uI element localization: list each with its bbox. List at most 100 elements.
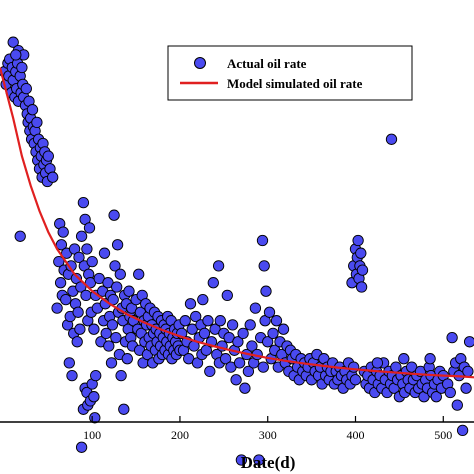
data-point — [204, 365, 216, 378]
data-point — [352, 234, 364, 247]
legend-scatter-marker — [194, 57, 206, 69]
data-point — [26, 104, 39, 116]
legend-box — [167, 45, 413, 101]
data-point — [242, 365, 255, 378]
data-point — [75, 441, 88, 453]
data-point — [184, 298, 197, 310]
data-point — [118, 403, 130, 415]
data-point — [462, 365, 474, 378]
x-tick-label: 200 — [171, 428, 189, 442]
data-point — [207, 277, 219, 289]
data-point — [109, 260, 121, 272]
data-point — [111, 239, 124, 251]
data-point — [133, 268, 145, 280]
data-point — [258, 260, 270, 272]
data-point — [198, 327, 211, 340]
x-tick-label: 400 — [347, 428, 365, 442]
data-point — [110, 331, 122, 344]
data-point — [75, 281, 87, 293]
data-point — [98, 247, 111, 259]
x-axis: 100 200 300 400 500 — [0, 416, 474, 442]
data-point — [260, 285, 272, 297]
data-point — [20, 82, 32, 95]
data-point — [80, 289, 92, 302]
data-point — [63, 357, 75, 369]
data-point — [75, 230, 88, 242]
data-point — [55, 239, 68, 251]
data-point — [88, 323, 100, 335]
data-point — [257, 361, 269, 373]
legend: Actual oil rate Model simulated oil rate — [167, 45, 413, 101]
data-point — [197, 293, 209, 306]
plot-area — [0, 36, 474, 466]
data-point — [249, 302, 262, 314]
data-point — [446, 331, 458, 344]
data-point — [212, 260, 225, 272]
x-axis-title: Date(d) — [241, 453, 296, 472]
data-point — [77, 196, 90, 209]
data-point — [232, 336, 244, 348]
data-point — [190, 310, 202, 323]
data-point — [54, 277, 67, 289]
data-point — [105, 357, 118, 369]
data-point — [270, 315, 283, 327]
data-point — [451, 399, 463, 411]
legend-label-model: Model simulated oil rate — [227, 76, 363, 91]
data-point — [108, 209, 120, 221]
data-point — [114, 268, 126, 280]
data-point — [202, 315, 214, 327]
data-point — [460, 382, 472, 394]
data-point — [267, 327, 279, 340]
data-point — [230, 374, 242, 386]
model-line — [0, 67, 474, 379]
data-point — [100, 327, 112, 340]
data-point — [7, 36, 19, 48]
data-point — [263, 306, 276, 318]
data-point — [348, 361, 360, 373]
data-point — [355, 281, 368, 293]
data-point — [57, 226, 69, 238]
data-point — [66, 369, 78, 382]
data-point — [47, 171, 59, 183]
data-point — [444, 386, 456, 399]
data-point — [90, 369, 102, 382]
data-point — [371, 357, 384, 369]
data-point — [74, 323, 86, 335]
data-point — [115, 369, 127, 382]
data-point — [72, 306, 84, 318]
data-point — [244, 319, 256, 331]
data-point — [256, 234, 269, 247]
data-point — [103, 340, 115, 352]
data-point — [51, 302, 63, 314]
data-point — [246, 340, 258, 352]
data-point — [219, 353, 232, 365]
x-tick-label: 300 — [259, 428, 277, 442]
data-point — [81, 243, 93, 255]
data-point — [86, 255, 98, 268]
data-point — [10, 49, 22, 61]
data-point — [123, 285, 135, 297]
data-point — [385, 133, 398, 145]
data-point — [214, 315, 226, 327]
data-point — [226, 319, 239, 331]
data-point — [398, 353, 410, 365]
data-point — [71, 336, 83, 348]
data-point — [121, 353, 133, 365]
data-point — [424, 353, 436, 365]
data-point — [235, 454, 248, 466]
data-point — [14, 230, 26, 242]
data-point — [53, 255, 65, 268]
data-point — [430, 391, 442, 403]
legend-label-actual: Actual oil rate — [227, 56, 307, 71]
data-point — [233, 357, 246, 369]
data-point — [111, 281, 123, 293]
data-point — [356, 264, 369, 276]
data-point — [237, 327, 249, 340]
data-point — [221, 289, 233, 302]
x-tick-label: 500 — [434, 428, 452, 442]
data-point — [456, 424, 469, 437]
data-point — [42, 150, 54, 162]
data-point — [88, 391, 100, 403]
data-point — [60, 293, 72, 306]
